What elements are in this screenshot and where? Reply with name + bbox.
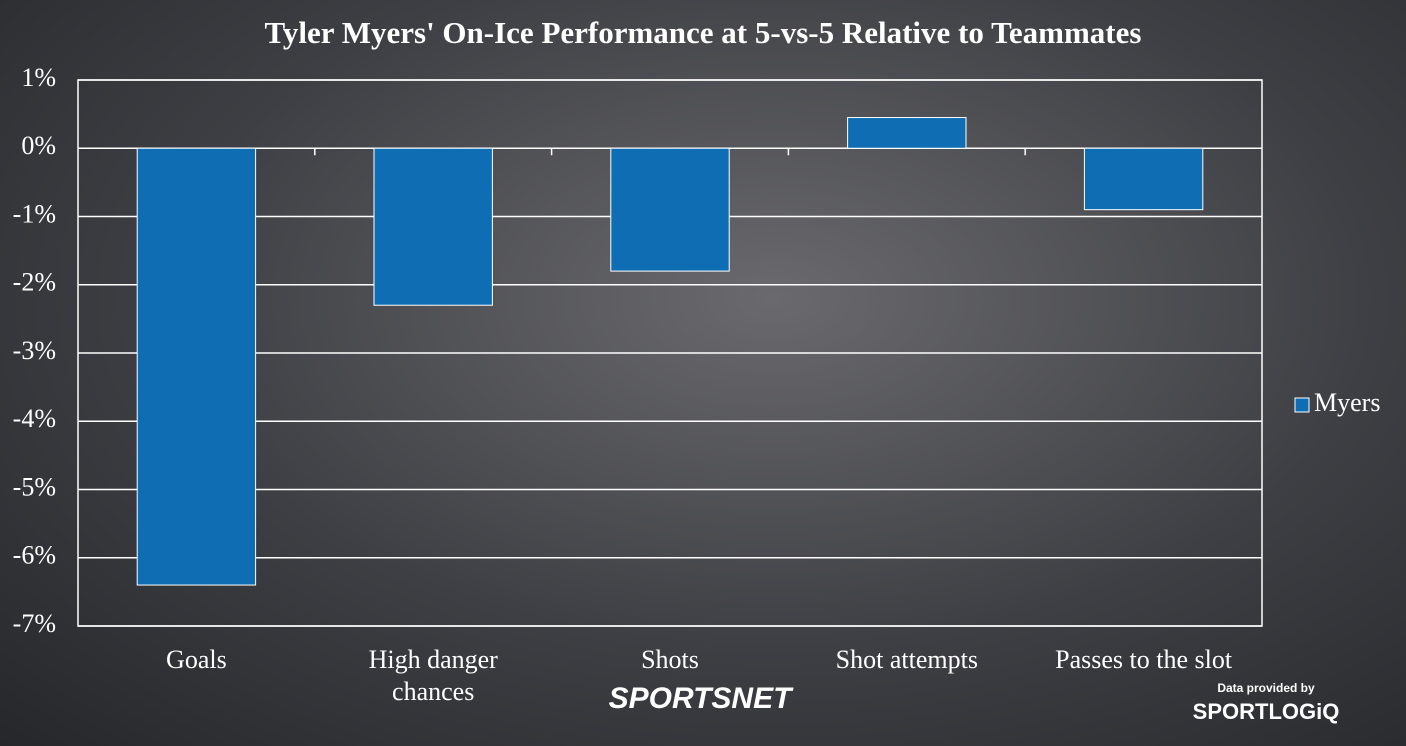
bar	[610, 147, 730, 272]
y-tick-label: -2%	[13, 268, 56, 297]
y-tick-label: -3%	[13, 336, 56, 365]
bar	[1083, 147, 1204, 211]
x-tick-label: High danger chances	[368, 645, 498, 706]
x-tick-label: Shots	[641, 645, 699, 674]
credit: Data provided by	[1217, 681, 1315, 695]
y-tick-label: -4%	[13, 404, 56, 433]
y-tick-label: 1%	[21, 63, 56, 92]
y-tick-label: -6%	[13, 541, 56, 570]
x-tick-label: Passes to the slot	[1055, 645, 1233, 674]
bar	[847, 117, 967, 149]
y-tick-label: -5%	[13, 472, 56, 501]
provider-logo: SPORTLOGiQ	[1193, 699, 1340, 724]
legend-swatch	[1294, 397, 1310, 413]
y-tick-label: -7%	[13, 609, 56, 638]
legend-label: Myers	[1314, 388, 1380, 417]
y-tick-label: -1%	[13, 199, 56, 228]
network-logo: SPORTSNET	[609, 682, 794, 715]
bar	[136, 147, 257, 586]
x-tick-label: Shot attempts	[835, 645, 978, 674]
bar	[373, 147, 493, 306]
chart-title: Tyler Myers' On-Ice Performance at 5-vs-…	[265, 15, 1142, 50]
x-tick-label: Goals	[166, 645, 227, 674]
y-tick-label: 0%	[21, 131, 56, 160]
